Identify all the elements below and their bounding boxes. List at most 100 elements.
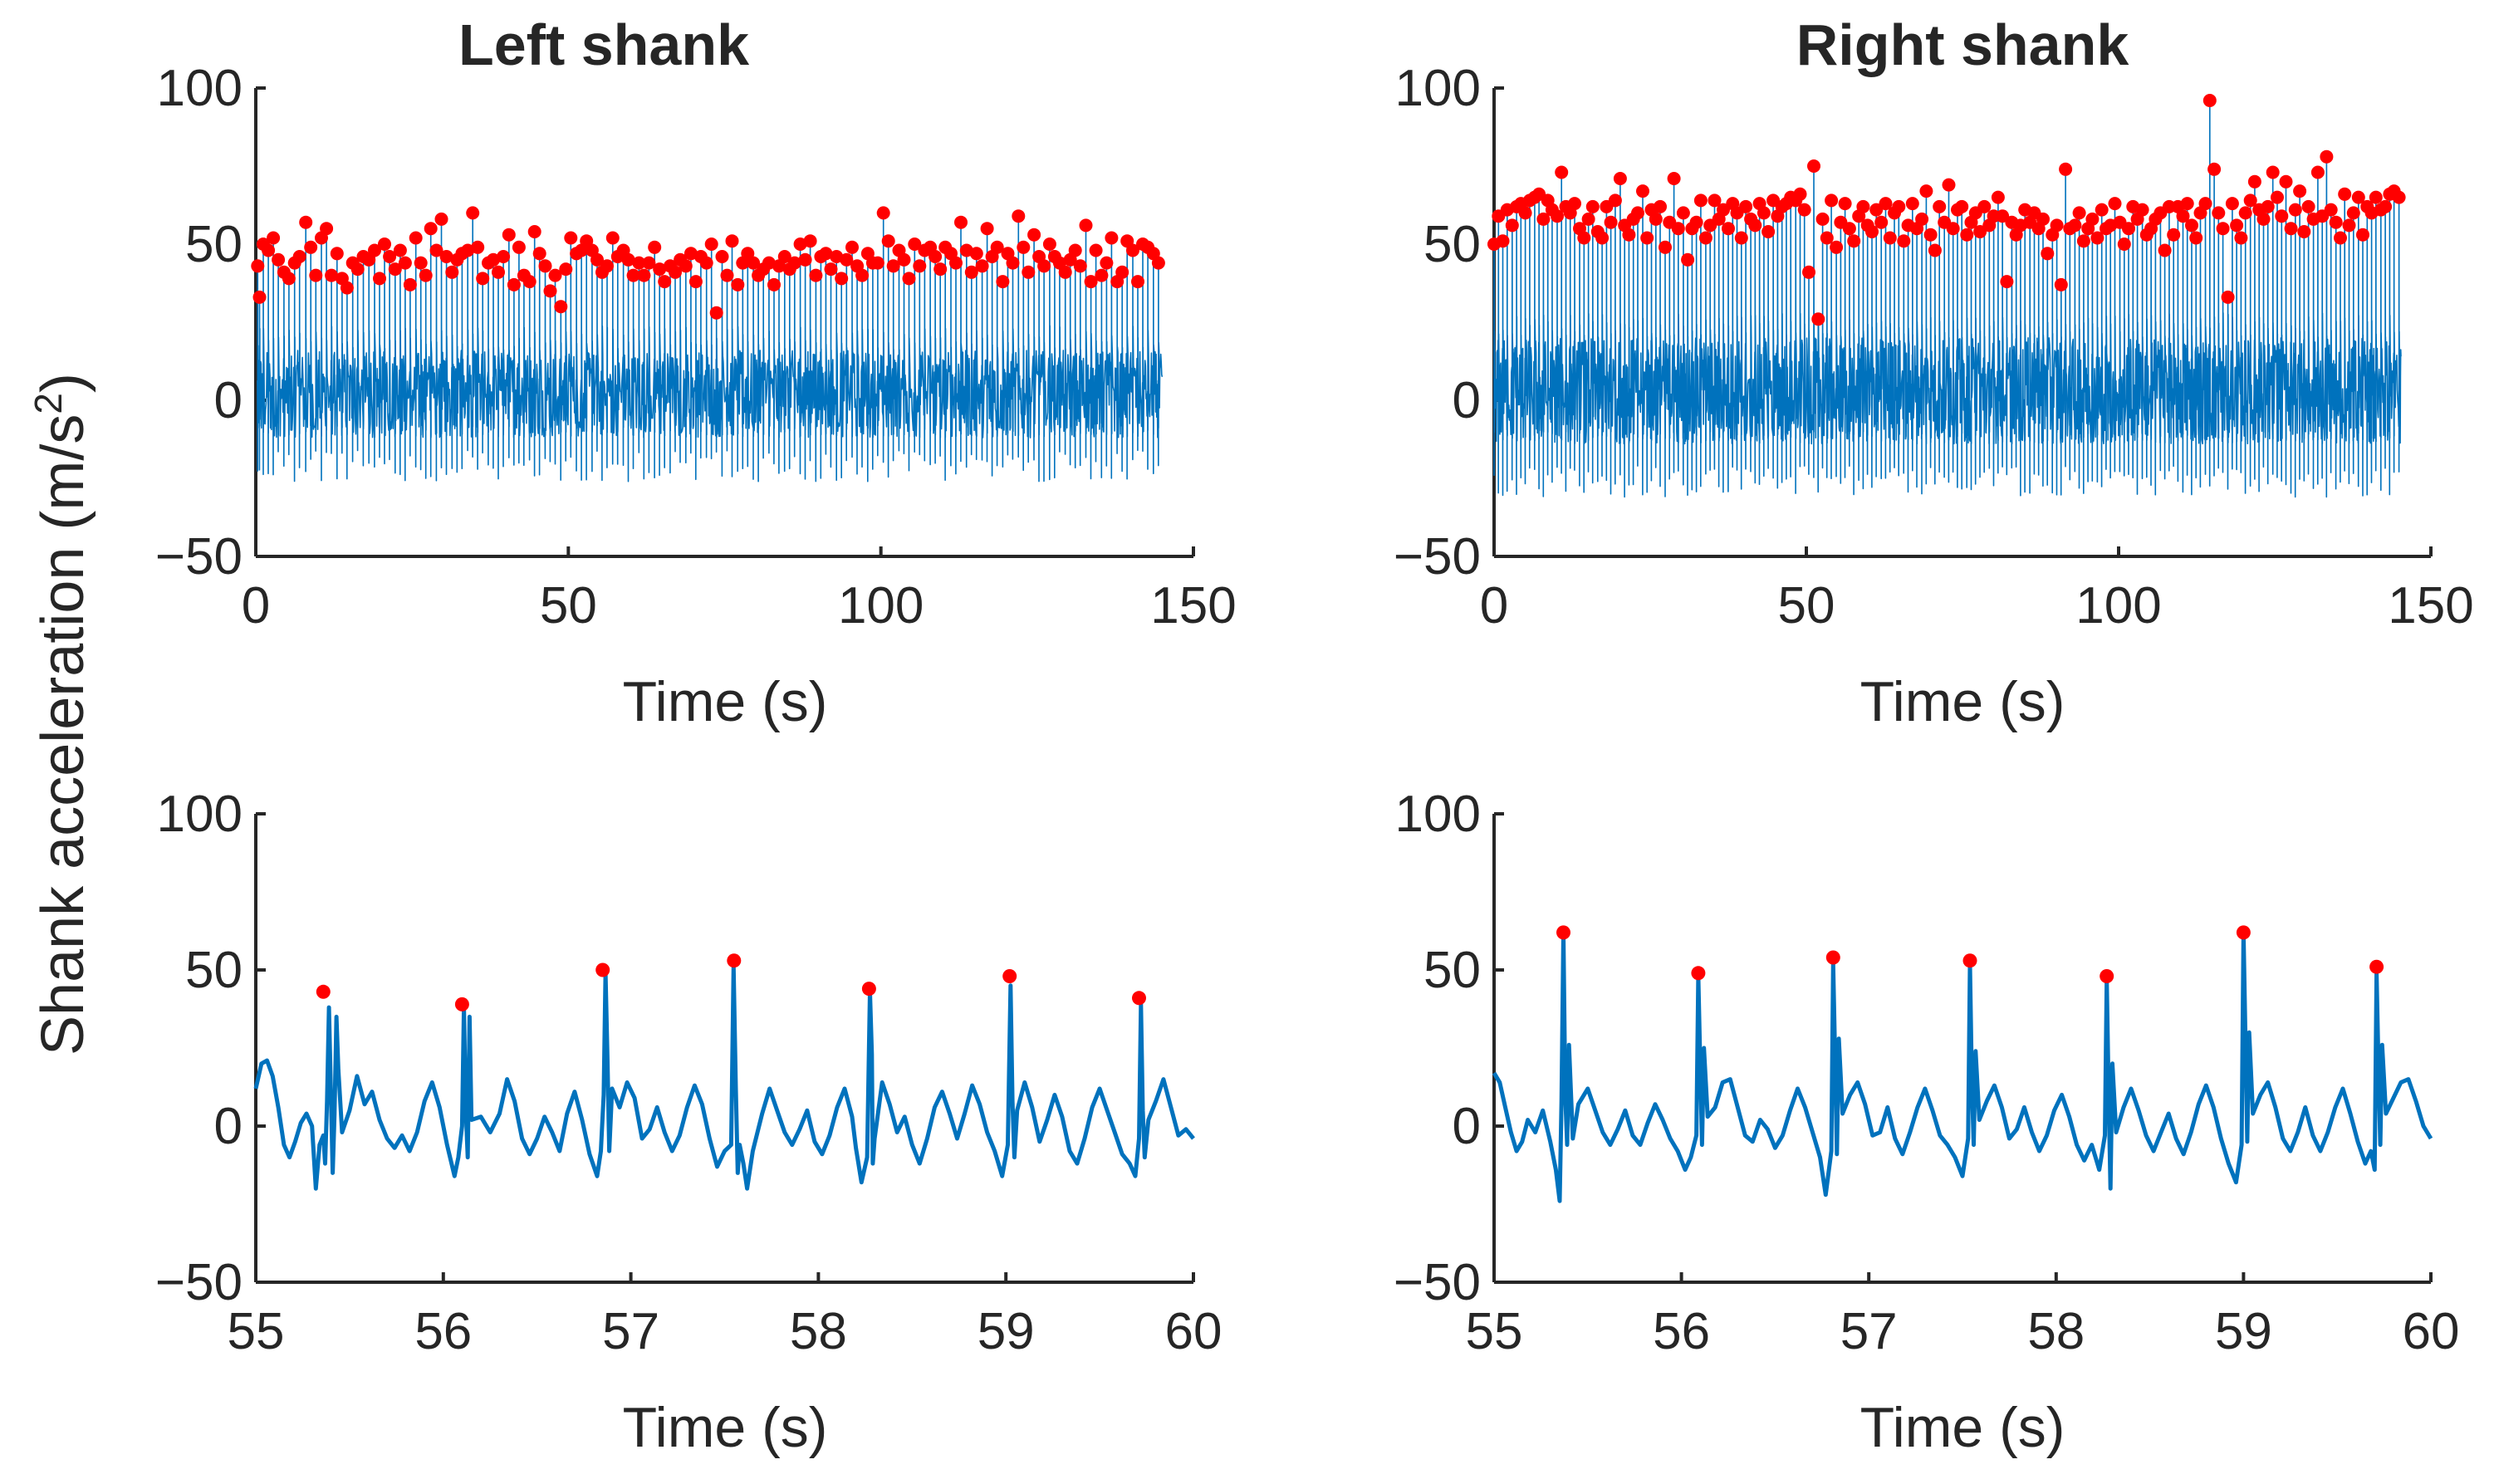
- x-tick-label: 59: [2215, 1303, 2272, 1360]
- x-axis-label-left-overview: Time (s): [623, 670, 828, 733]
- peak-marker: [2261, 199, 2275, 213]
- peak-marker: [996, 275, 1010, 289]
- peak-marker: [340, 281, 354, 295]
- peak-marker: [1739, 199, 1753, 213]
- peak-marker: [787, 256, 801, 270]
- peak-marker: [1536, 212, 1551, 226]
- peak-marker: [316, 984, 331, 999]
- peak-marker: [461, 243, 475, 257]
- x-tick-label: 100: [838, 577, 924, 634]
- peak-marker: [1807, 159, 1820, 173]
- peak-marker: [419, 268, 433, 282]
- peak-marker: [1631, 206, 1644, 220]
- peak-marker: [403, 277, 417, 291]
- peak-marker: [272, 252, 286, 267]
- peak-marker: [679, 259, 693, 273]
- peak-marker: [747, 256, 761, 270]
- peak-marker: [1811, 312, 1825, 326]
- peak-marker: [793, 238, 807, 251]
- peak-marker: [2108, 197, 2122, 211]
- peak-marker: [1585, 199, 1600, 213]
- peak-marker: [1698, 231, 1712, 245]
- peak-marker: [876, 206, 890, 220]
- peak-marker: [2369, 959, 2384, 974]
- peak-marker: [2342, 218, 2356, 233]
- signal-line: [1493, 100, 2402, 498]
- x-axis-label-left-zoom: Time (s): [623, 1396, 828, 1459]
- peak-marker: [2090, 231, 2104, 245]
- peak-marker: [1649, 212, 1663, 226]
- x-tick-label: 55: [1466, 1303, 1523, 1360]
- peak-marker: [642, 256, 656, 270]
- peak-marker: [709, 306, 723, 320]
- y-tick-label: 50: [185, 216, 243, 273]
- peak-marker: [2076, 234, 2090, 248]
- peak-marker: [621, 252, 635, 267]
- peak-marker: [1131, 275, 1144, 289]
- peak-marker: [949, 256, 963, 270]
- peak-marker: [980, 222, 994, 236]
- peak-marker: [1973, 225, 1987, 238]
- peak-marker: [554, 300, 568, 314]
- y-tick-label: 50: [1423, 942, 1481, 999]
- peak-marker: [1919, 184, 1933, 198]
- peak-marker: [1856, 199, 1870, 213]
- peak-marker: [2324, 203, 2338, 217]
- peak-marker: [1608, 193, 1622, 208]
- peak-marker: [845, 240, 859, 254]
- peak-marker: [897, 252, 911, 267]
- peak-marker: [538, 259, 552, 273]
- peak-marker: [1883, 231, 1897, 245]
- peak-marker: [1797, 203, 1811, 217]
- peak-marker: [2301, 199, 2315, 213]
- peak-marker: [653, 262, 667, 277]
- peak-marker: [1825, 193, 1839, 208]
- peak-marker: [929, 250, 943, 263]
- peak-marker: [1017, 240, 1031, 254]
- peak-marker: [252, 290, 267, 304]
- peak-marker: [1955, 199, 1969, 213]
- peak-marker: [840, 252, 854, 267]
- peak-marker: [2310, 165, 2325, 179]
- peak-marker: [299, 215, 313, 229]
- peak-marker: [1838, 197, 1852, 211]
- peak-marker: [2379, 199, 2393, 213]
- x-tick-label: 55: [228, 1303, 285, 1360]
- peak-marker: [2230, 218, 2244, 233]
- peak-marker: [507, 277, 521, 291]
- peak-marker: [1555, 165, 1569, 179]
- peak-marker: [559, 262, 573, 277]
- panel-right-zoom: Time (s) −50 0 50 100 55 56 57 58 59 60: [1394, 786, 2460, 1459]
- peak-marker: [1923, 228, 1938, 242]
- x-tick-label: 57: [602, 1303, 659, 1360]
- y-axis-label-superscript: 2: [27, 393, 70, 414]
- peak-marker: [424, 222, 438, 236]
- peak-marker: [262, 243, 276, 257]
- peak-marker: [2135, 203, 2149, 217]
- peak-marker: [1084, 275, 1098, 289]
- peak-marker: [762, 256, 776, 270]
- peak-marker: [2238, 206, 2252, 220]
- peak-marker: [409, 231, 423, 245]
- peak-marker: [1659, 240, 1672, 254]
- peak-marker: [2369, 190, 2383, 204]
- peak-marker: [964, 265, 978, 279]
- x-tick-label: 50: [540, 577, 597, 634]
- peak-marker: [1717, 203, 1730, 217]
- peak-marker: [1820, 231, 1834, 245]
- peak-marker: [2356, 228, 2369, 242]
- x-tick-label: 60: [1165, 1303, 1223, 1360]
- peak-marker: [1757, 206, 1771, 220]
- peak-marker: [2167, 228, 2181, 242]
- peak-marker: [1022, 265, 1036, 279]
- y-tick-label: 0: [214, 372, 243, 429]
- panel-title-left: Left shank: [458, 12, 749, 77]
- peak-marker: [1079, 218, 1093, 233]
- peak-marker: [543, 284, 557, 298]
- peak-marker: [1892, 199, 1906, 213]
- y-tick-label: −50: [155, 528, 243, 585]
- peak-marker: [2068, 218, 2082, 233]
- peak-marker: [1689, 215, 1703, 229]
- peak-marker: [350, 262, 365, 277]
- peak-marker: [975, 259, 989, 273]
